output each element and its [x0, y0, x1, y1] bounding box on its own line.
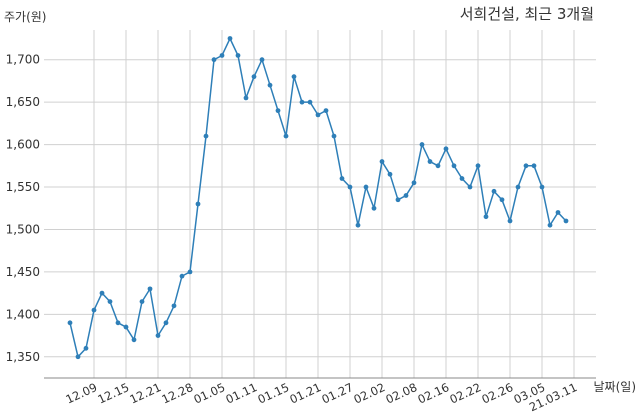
data-point: [259, 57, 265, 63]
data-point: [187, 269, 193, 275]
data-point: [539, 184, 545, 190]
data-point: [403, 193, 409, 198]
data-point: [291, 74, 297, 80]
y-tick-label: 1,600: [6, 138, 40, 152]
x-tick-label: 02.08: [383, 380, 419, 407]
data-point: [283, 133, 289, 139]
data-point: [459, 176, 465, 181]
data-point: [91, 307, 97, 313]
data-point: [155, 333, 161, 338]
x-tick-label: 01.21: [287, 380, 323, 407]
y-tick-label: 1,550: [6, 180, 40, 194]
data-point: [443, 146, 449, 152]
y-tick-label: 1,400: [6, 307, 40, 321]
data-point: [67, 320, 73, 326]
data-point: [435, 163, 441, 169]
x-tick-label: 01.15: [255, 380, 291, 407]
data-point: [251, 74, 257, 80]
data-point: [75, 354, 81, 360]
data-point: [83, 345, 89, 351]
y-tick-label: 1,350: [6, 350, 40, 364]
data-point: [555, 210, 561, 215]
data-point: [483, 214, 489, 220]
data-point: [499, 197, 505, 203]
data-point: [315, 112, 321, 118]
data-point: [243, 95, 249, 101]
data-point: [515, 184, 521, 190]
data-point: [467, 184, 473, 190]
data-point: [203, 133, 209, 139]
data-point: [307, 99, 313, 105]
data-point: [491, 188, 497, 194]
data-point: [163, 320, 169, 326]
data-point: [131, 337, 137, 343]
x-tick-label: 01.27: [319, 380, 355, 407]
x-tick-label: 01.11: [223, 380, 259, 407]
data-point: [211, 57, 217, 63]
data-point: [379, 159, 385, 164]
x-tick-label: 02.16: [415, 380, 451, 407]
y-tick-label: 1,650: [6, 95, 40, 109]
x-tick-label: 02.02: [351, 380, 387, 407]
data-point: [123, 324, 129, 330]
data-point: [475, 163, 481, 169]
x-tick-label: 12.21: [127, 380, 163, 407]
x-tick-label: 02.22: [447, 380, 483, 407]
x-tick-label: 12.28: [159, 380, 195, 407]
data-point: [411, 180, 417, 186]
data-point: [563, 218, 569, 224]
y-axis-label: 주가(원): [4, 10, 47, 24]
data-point: [451, 163, 457, 169]
data-point: [427, 159, 433, 164]
data-point: [355, 222, 361, 228]
data-point: [147, 286, 153, 292]
data-point: [275, 108, 281, 114]
data-point: [235, 53, 241, 58]
data-point: [531, 163, 537, 169]
y-tick-label: 1,450: [6, 265, 40, 279]
data-point: [107, 299, 113, 305]
data-point: [331, 133, 337, 139]
x-tick-label: 02.26: [479, 380, 515, 407]
data-point: [179, 273, 185, 279]
data-point: [371, 205, 377, 211]
data-point: [419, 142, 425, 147]
x-axis-label: 날짜(일): [593, 380, 636, 394]
chart-title: 서희건설, 최근 3개월: [459, 5, 594, 23]
x-tick-label: 12.09: [63, 380, 99, 407]
data-point: [339, 176, 345, 181]
x-tick-label: 01.05: [191, 380, 227, 407]
data-point: [171, 303, 177, 309]
data-point: [507, 218, 513, 224]
data-point: [227, 36, 233, 41]
y-tick-label: 1,700: [6, 53, 40, 67]
data-point: [387, 171, 393, 177]
data-point: [523, 163, 529, 169]
data-point: [139, 299, 145, 305]
data-point: [363, 184, 369, 190]
data-point: [267, 82, 273, 88]
data-point: [195, 201, 201, 207]
data-point: [219, 53, 225, 58]
data-point: [323, 108, 329, 114]
data-point: [395, 197, 401, 203]
data-point: [299, 99, 305, 105]
data-point: [547, 222, 553, 228]
data-point: [99, 290, 105, 296]
data-point: [115, 320, 121, 326]
x-tick-label: 12.15: [95, 380, 131, 407]
data-point: [347, 184, 353, 190]
y-tick-label: 1,500: [6, 222, 40, 236]
